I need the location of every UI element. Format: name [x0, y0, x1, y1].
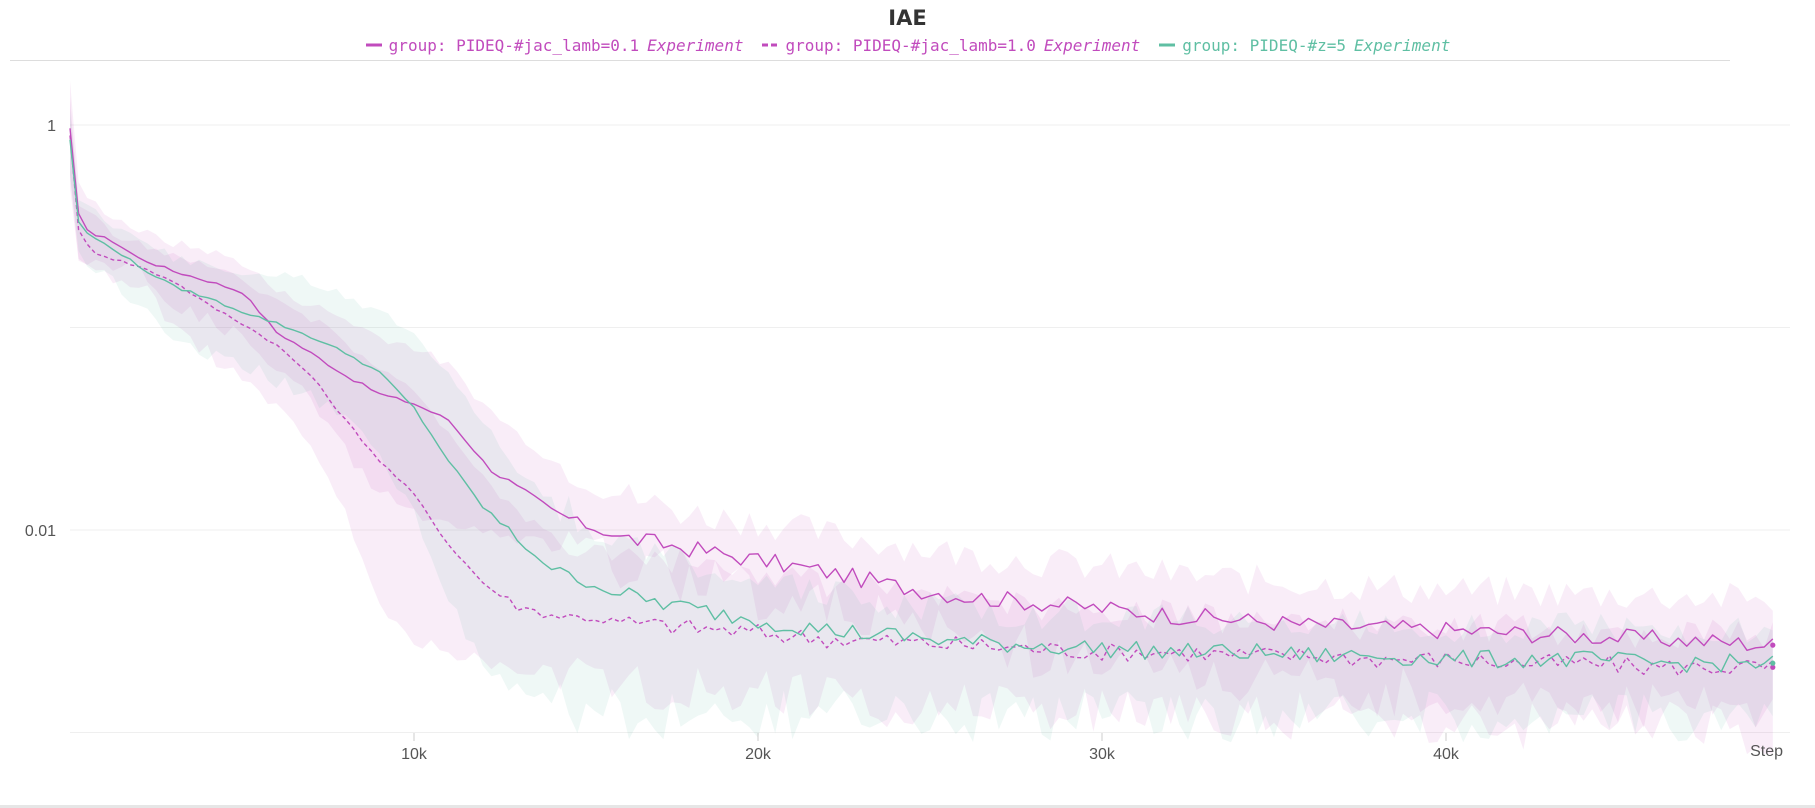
- y-axis-ticks: 10.01: [25, 118, 56, 540]
- legend-swatch-dashed: [762, 43, 779, 46]
- legend-label: group: PIDEQ-#jac_lamb=0.1: [388, 36, 640, 55]
- x-tick-label: 40k: [1433, 746, 1460, 763]
- legend-swatch-solid: [1159, 43, 1176, 46]
- legend-tag: Experiment: [1043, 36, 1141, 55]
- series-line[interactable]: [69, 139, 1774, 673]
- x-tick-label: 20k: [745, 746, 772, 763]
- series-line[interactable]: [69, 128, 1774, 651]
- legend-tag: Experiment: [647, 36, 744, 55]
- series-endpoints: [1770, 642, 1776, 670]
- series-endpoint: [1770, 642, 1776, 648]
- series-lines: [69, 128, 1774, 676]
- chart-title: IAE: [888, 6, 927, 30]
- series-endpoint: [1770, 664, 1776, 670]
- legend-swatch-solid: [365, 43, 382, 46]
- confidence-bands: [70, 81, 1773, 755]
- x-tick-label: 30k: [1089, 746, 1116, 763]
- confidence-band: [70, 96, 1773, 755]
- x-axis-ticks: 10k 20k 30k 40k: [401, 733, 1460, 763]
- legend-tag: Experiment: [1354, 36, 1451, 55]
- legend-label: group: PIDEQ-#jac_lamb=1.0: [785, 36, 1036, 55]
- x-tick-label: 10k: [401, 746, 428, 763]
- legend-item-jac-lamb-0-1[interactable]: group: PIDEQ-#jac_lamb=0.1 Experiment: [365, 36, 744, 55]
- legend-divider: [10, 60, 1730, 61]
- bottom-divider: [0, 805, 1815, 808]
- legend-item-z-5[interactable]: group: PIDEQ-#z=5 Experiment: [1158, 36, 1450, 55]
- legend-label: group: PIDEQ-#z=5: [1182, 36, 1346, 55]
- legend-item-jac-lamb-1-0[interactable]: group: PIDEQ-#jac_lamb=1.0 Experiment: [761, 36, 1140, 55]
- y-tick-label: 0.01: [25, 523, 56, 540]
- x-axis-label: Step: [1750, 743, 1783, 760]
- confidence-band: [70, 109, 1773, 743]
- grid: [70, 124, 1790, 733]
- y-tick-label: 1: [47, 118, 56, 135]
- series-endpoint: [1770, 660, 1776, 666]
- legend: group: PIDEQ-#jac_lamb=0.1 Experiment gr…: [0, 36, 1815, 55]
